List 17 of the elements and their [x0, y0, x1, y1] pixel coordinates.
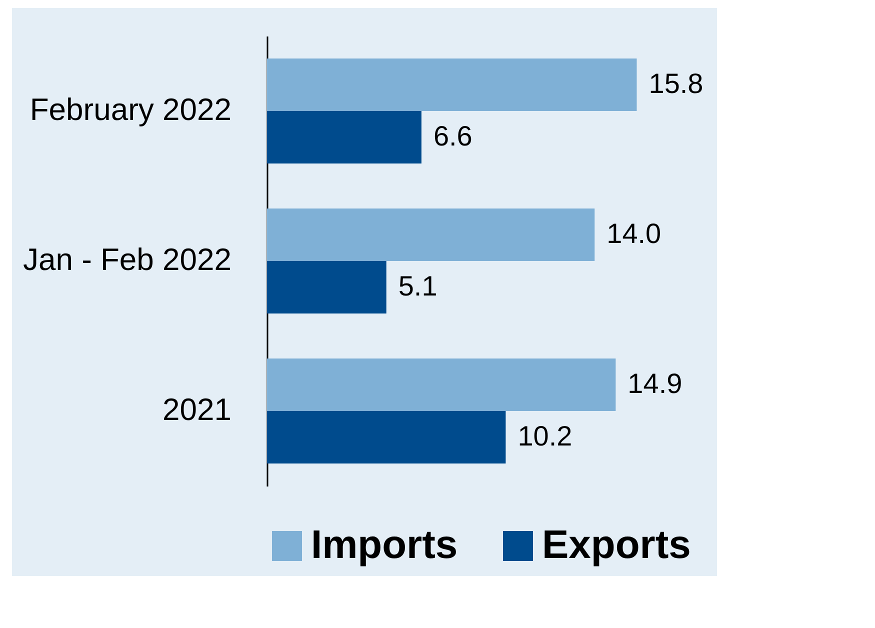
legend-label: Imports	[311, 523, 458, 567]
data-label: 10.2	[518, 420, 572, 452]
bar	[267, 358, 616, 411]
bar	[267, 111, 422, 164]
bar	[267, 411, 506, 464]
legend-label: Exports	[542, 523, 691, 567]
bar	[267, 208, 595, 261]
y-tick-label: 2021	[162, 392, 232, 427]
data-label: 5.1	[398, 270, 438, 302]
bar	[267, 261, 386, 314]
data-label: 14.0	[606, 218, 662, 249]
y-tick-label: February 2022	[30, 92, 232, 127]
y-tick-label: Jan - Feb 2022	[22, 242, 232, 277]
data-label: 6.6	[433, 120, 472, 152]
data-label: 15.8	[648, 68, 704, 99]
bar	[267, 58, 637, 111]
data-label: 14.9	[628, 368, 682, 399]
